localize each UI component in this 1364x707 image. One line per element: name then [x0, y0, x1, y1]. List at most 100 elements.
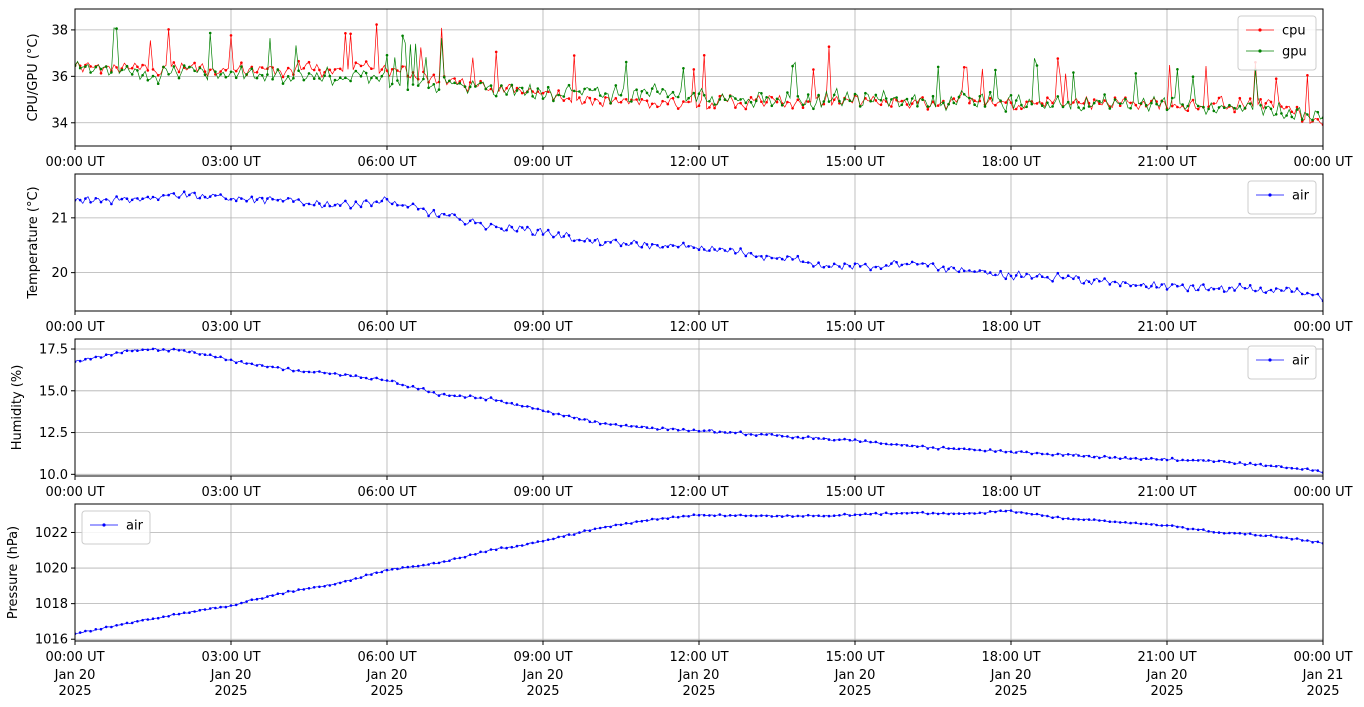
data-point: [630, 522, 633, 525]
data-point: [390, 568, 394, 571]
data-point: [312, 203, 316, 207]
data-point: [723, 249, 727, 252]
data-point: [557, 231, 560, 234]
data-point: [780, 257, 784, 261]
data-point: [682, 427, 685, 431]
data-point: [281, 592, 285, 596]
data-point: [344, 76, 347, 80]
data-point: [297, 369, 300, 372]
data-point: [234, 361, 238, 365]
data-point: [1212, 531, 1216, 534]
data-point: [874, 99, 878, 102]
data-point: [1274, 535, 1278, 539]
data-point: [1009, 101, 1013, 104]
data-point: [895, 443, 898, 446]
data-point: [344, 199, 347, 203]
x-date-label: Jan 20: [678, 668, 720, 683]
data-point: [1077, 106, 1080, 109]
data-point: [858, 265, 862, 268]
data-point: [1181, 526, 1184, 529]
data-point: [255, 364, 259, 367]
data-point: [1306, 74, 1309, 77]
data-point: [822, 437, 826, 440]
data-point: [874, 265, 878, 269]
plot-area: [75, 347, 1323, 474]
data-point: [796, 435, 800, 439]
data-point: [193, 61, 196, 65]
data-point: [1274, 465, 1278, 468]
data-point: [708, 100, 711, 103]
data-point: [557, 89, 560, 92]
data-point: [1222, 290, 1226, 293]
data-point: [588, 239, 592, 242]
data-point: [1020, 103, 1023, 107]
data-point: [1092, 278, 1096, 282]
data-point: [500, 546, 503, 549]
data-point: [281, 82, 285, 85]
data-point: [962, 66, 966, 69]
data-point: [770, 96, 774, 99]
data-point: [546, 228, 550, 232]
x-tick-label: 06:00 UT: [357, 485, 416, 500]
data-point: [552, 537, 555, 541]
data-point: [271, 197, 274, 201]
data-point: [1264, 291, 1268, 294]
data-point: [474, 553, 477, 556]
legend-marker: [1268, 358, 1272, 362]
data-point: [328, 204, 332, 208]
data-point: [1238, 531, 1242, 535]
data-point: [505, 93, 508, 96]
data-point: [910, 97, 914, 100]
data-point: [999, 509, 1002, 512]
data-point: [338, 67, 342, 71]
data-point: [671, 96, 675, 100]
data-point: [822, 100, 826, 103]
data-point: [983, 105, 987, 108]
x-date-label: 2025: [838, 684, 871, 699]
data-point: [1103, 519, 1106, 522]
x-date-label: 2025: [1306, 684, 1339, 699]
data-point: [635, 520, 638, 523]
x-tick-label: 00:00 UT: [1293, 485, 1352, 500]
data-point: [890, 105, 893, 108]
data-point: [531, 407, 534, 410]
data-point: [650, 243, 654, 246]
data-point: [588, 420, 592, 424]
data-point: [728, 94, 732, 98]
data-point: [1082, 455, 1086, 458]
data-point: [344, 579, 347, 583]
data-point: [396, 79, 399, 82]
data-point: [1233, 531, 1236, 535]
data-point: [656, 105, 659, 109]
data-point: [848, 438, 852, 442]
panel-3: 10.0 12.5 15.0 17.5 00:00 UT 03:00 UT 06:00 UT…: [10, 338, 1353, 500]
data-point: [1259, 534, 1262, 537]
data-point: [1290, 537, 1294, 541]
x-tick-label: 00:00 UT: [1293, 320, 1352, 335]
y-tick-label: 38: [51, 23, 68, 38]
data-point: [1077, 101, 1080, 104]
data-point: [931, 100, 935, 103]
data-point: [656, 428, 659, 431]
data-point: [1269, 534, 1273, 537]
data-point: [656, 518, 659, 521]
data-point: [931, 511, 935, 515]
data-point: [546, 538, 550, 541]
data-point: [489, 548, 493, 551]
data-point: [292, 76, 295, 80]
data-point: [125, 197, 129, 200]
data-point: [739, 513, 742, 517]
data-point: [515, 89, 519, 92]
data-point: [770, 256, 774, 260]
data-point: [567, 97, 571, 100]
data-point: [1212, 460, 1216, 464]
data-point: [536, 228, 540, 232]
data-point: [884, 264, 888, 267]
data-point: [910, 444, 914, 448]
data-point: [1113, 455, 1117, 459]
data-point: [536, 407, 540, 411]
data-point: [744, 254, 748, 258]
data-point: [692, 246, 696, 249]
data-point: [167, 73, 170, 76]
data-point: [1243, 287, 1247, 290]
